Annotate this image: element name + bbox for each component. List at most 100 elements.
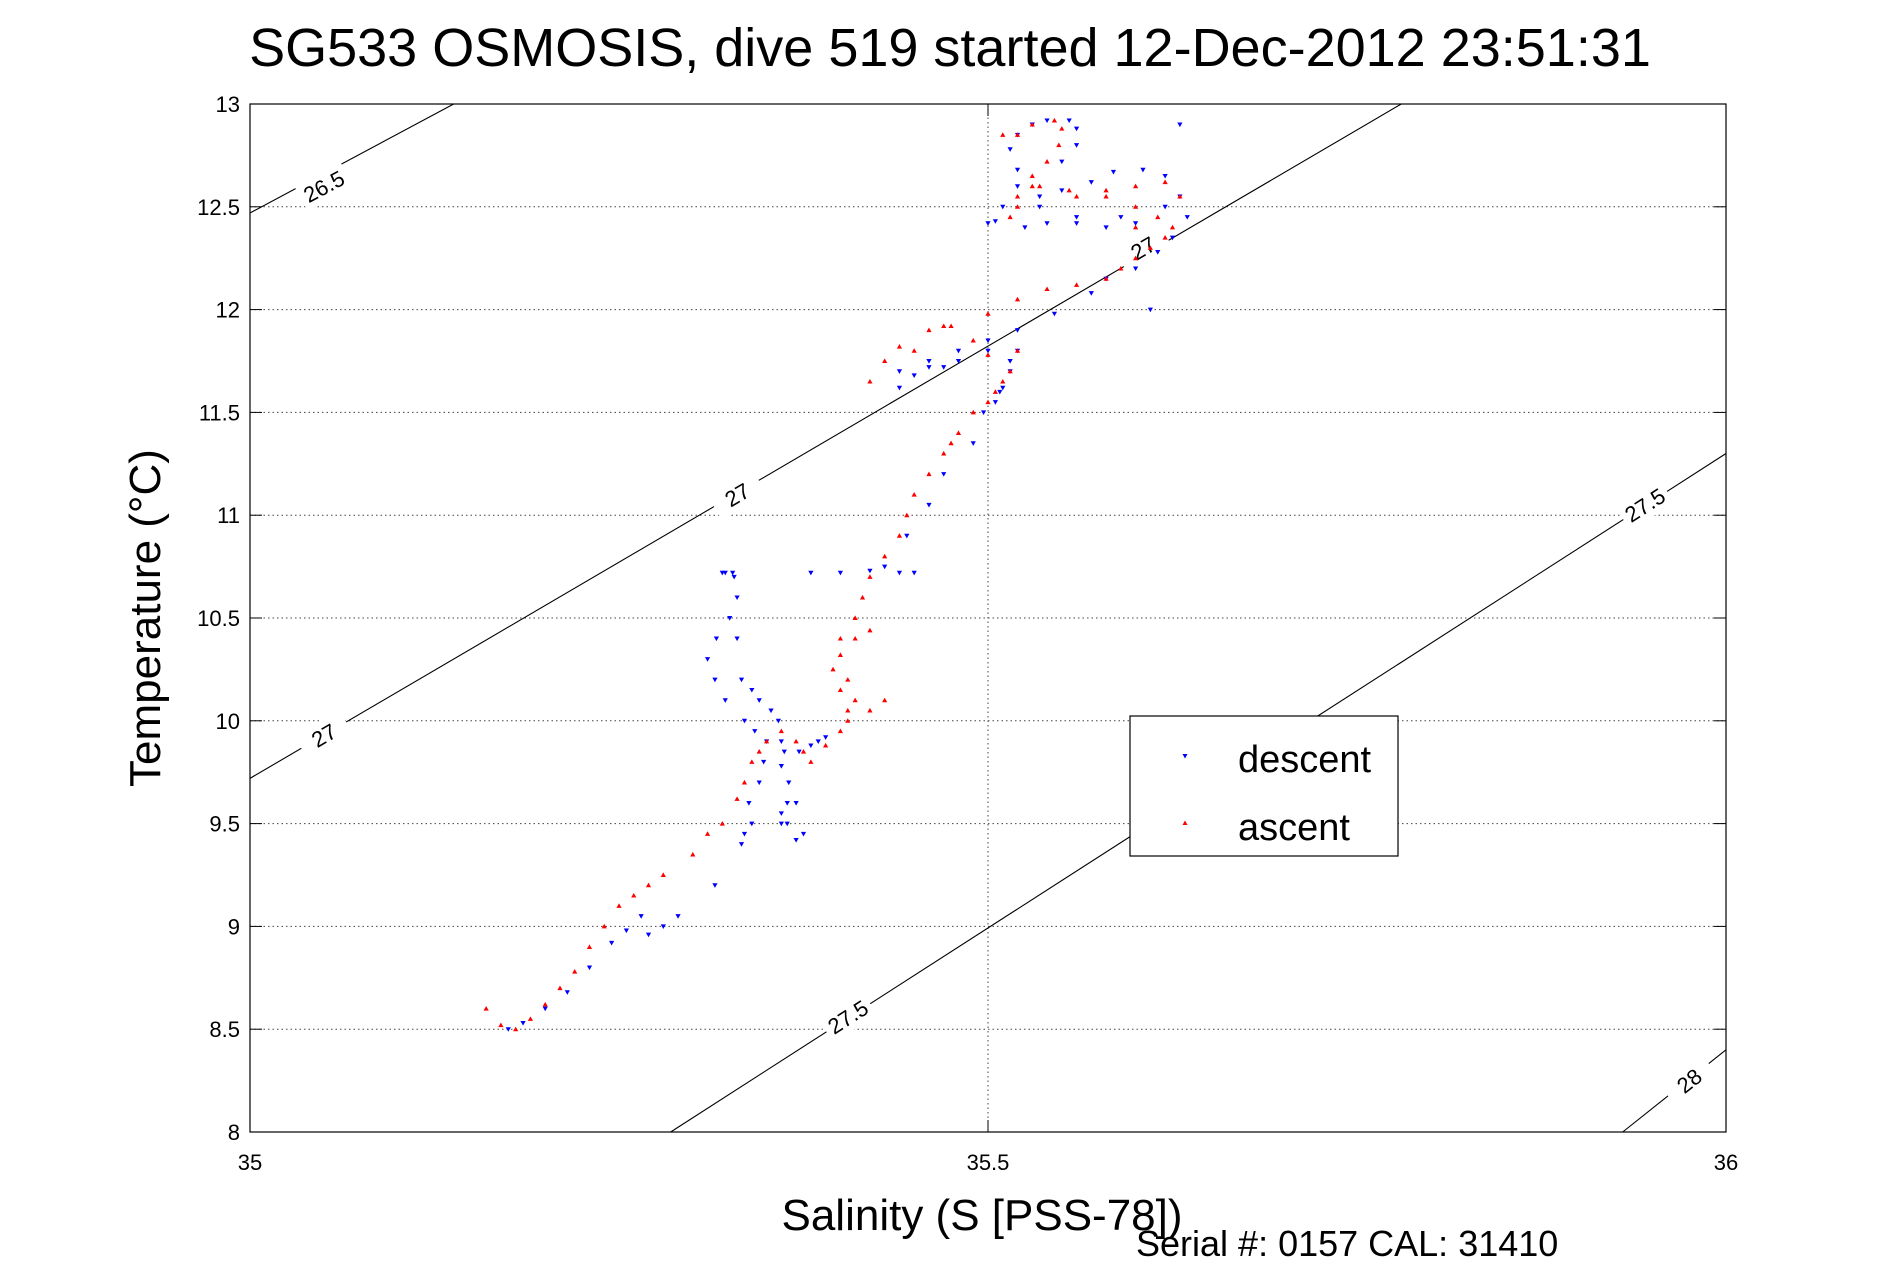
descent-point [1162, 173, 1168, 179]
ascent-point [867, 378, 873, 384]
ascent-point [867, 574, 873, 579]
ascent-point [837, 635, 843, 641]
descent-point [564, 990, 570, 995]
descent-point [1118, 215, 1124, 220]
descent-point [823, 735, 829, 740]
y-tick-label: 12.5 [197, 195, 240, 220]
descent-point [970, 441, 976, 446]
ascent-point [1000, 132, 1006, 137]
ascent-point [882, 697, 888, 703]
descent-point [727, 616, 733, 621]
ascent-point [1037, 183, 1043, 189]
descent-point [730, 570, 736, 576]
descent-point [784, 801, 790, 806]
y-tick-label: 9.5 [209, 812, 240, 837]
ascent-point [631, 892, 637, 898]
ascent-point [690, 851, 696, 857]
descent-point [722, 698, 728, 703]
ascent-point [1056, 142, 1062, 148]
descent-point [746, 801, 752, 806]
descent-point [1133, 221, 1139, 226]
descent-point [1051, 311, 1058, 317]
legend-ascent-label: ascent [1238, 807, 1350, 849]
ascent-point [557, 985, 563, 991]
ascent-point [1133, 255, 1139, 261]
descent-point [761, 759, 767, 765]
ascent-point [882, 358, 888, 363]
plot-area [483, 117, 1190, 1032]
descent-point [768, 708, 774, 714]
ascent-point [645, 882, 652, 888]
ascent-point [1014, 132, 1021, 137]
descent-point [1000, 204, 1006, 210]
descent-point [904, 533, 910, 539]
contour-label-bg [818, 991, 878, 1043]
descent-point [756, 780, 762, 786]
descent-point [867, 568, 873, 574]
ascent-point [1162, 179, 1168, 185]
descent-point [731, 574, 737, 580]
descent-point [781, 749, 787, 755]
ascent-point [1014, 204, 1021, 209]
descent-point [645, 932, 652, 938]
x-tick-label: 35 [238, 1150, 262, 1175]
descent-point [1059, 159, 1065, 165]
ascent-point [800, 749, 807, 754]
ascent-point [992, 389, 998, 394]
ascent-point [845, 718, 851, 723]
descent-point [505, 1027, 511, 1032]
descent-point [775, 718, 782, 724]
descent-point [778, 739, 784, 744]
y-tick-label: 12 [216, 298, 240, 323]
y-tick-label: 10 [216, 709, 240, 734]
ascent-point [1029, 121, 1035, 127]
descent-point [796, 749, 802, 755]
ascent-point [859, 594, 866, 600]
descent-point [1014, 184, 1021, 189]
descent-point [815, 739, 821, 744]
descent-point [1044, 118, 1050, 124]
descent-point [992, 219, 998, 224]
ascent-point [896, 533, 903, 538]
descent-point [911, 373, 917, 378]
descent-point [1110, 169, 1117, 175]
descent-point [778, 764, 784, 769]
descent-point [722, 570, 728, 576]
ascent-point [808, 759, 814, 764]
ascent-point [719, 821, 725, 826]
ascent-point [1169, 224, 1176, 230]
descent-point [1155, 250, 1161, 255]
ascent-point [926, 327, 932, 333]
legend: descent ascent [1129, 715, 1399, 857]
ascent-point [1133, 204, 1139, 209]
descent-point [1073, 126, 1080, 132]
ascent-point [1147, 245, 1153, 250]
ascent-point [867, 627, 873, 633]
descent-point [1037, 194, 1043, 200]
ascent-point [837, 687, 843, 692]
ascent-point [542, 1001, 548, 1007]
descent-point [1140, 167, 1146, 173]
descent-point [793, 801, 799, 806]
ascent-point [1007, 214, 1013, 220]
ascent-point [1007, 368, 1013, 374]
descent-point [808, 570, 814, 576]
ascent-series [483, 117, 1183, 1032]
y-tick-label: 10.5 [197, 606, 240, 631]
descent-point [896, 385, 903, 391]
ascent-point [926, 471, 932, 477]
ascent-point [1103, 187, 1109, 193]
ascent-point [704, 831, 711, 836]
ascent-point [985, 352, 991, 357]
ascent-point [837, 728, 843, 734]
descent-point [882, 564, 888, 570]
ascent-point [882, 553, 888, 559]
ascent-point [837, 652, 843, 658]
descent-point [985, 348, 991, 354]
descent-point [911, 570, 917, 576]
ascent-point [941, 450, 947, 456]
descent-point [778, 811, 784, 816]
ascent-point [904, 512, 910, 518]
